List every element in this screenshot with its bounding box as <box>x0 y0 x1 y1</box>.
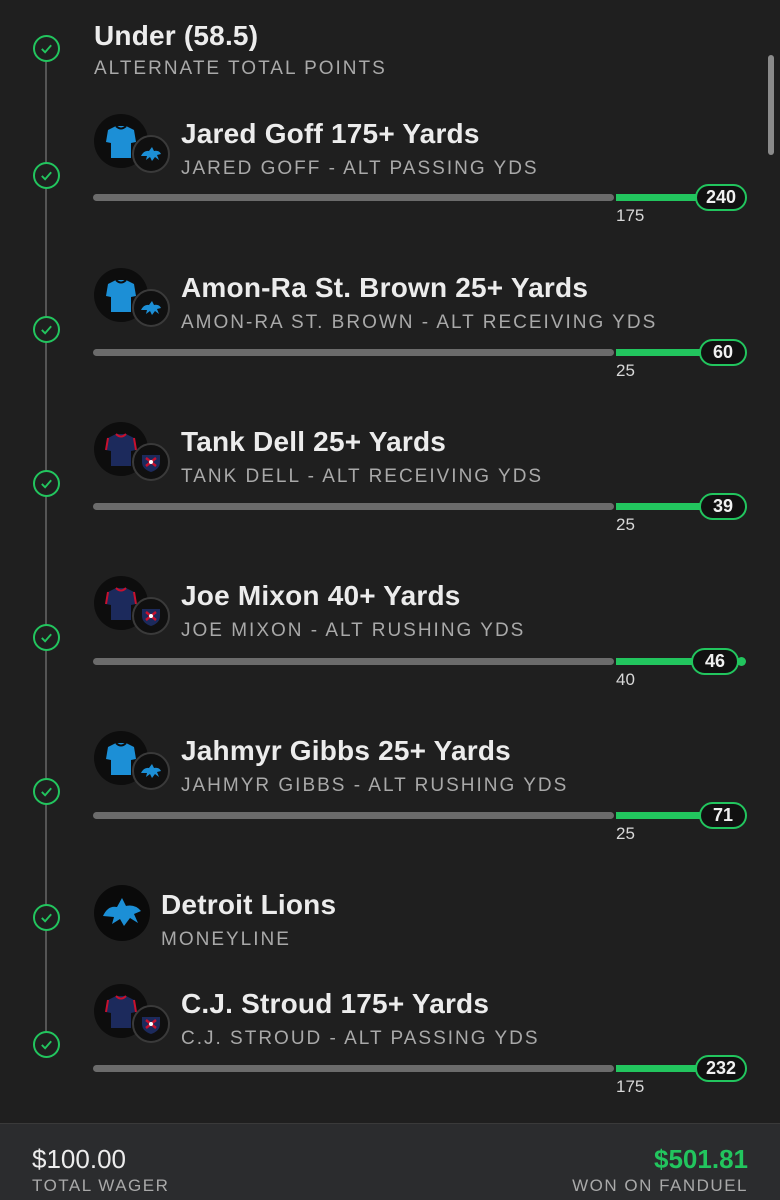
threshold-label: 25 <box>616 515 635 534</box>
leg-title: Joe Mixon 40+ Yards <box>181 580 461 611</box>
leg-title: C.J. Stroud 175+ Yards <box>181 988 490 1019</box>
progress-bar: 25 71 <box>93 802 747 843</box>
threshold-label: 25 <box>616 361 635 380</box>
progress-bar: 25 60 <box>93 339 747 380</box>
progress-bar: 25 39 <box>93 493 747 534</box>
actual-value-pill: 232 <box>694 1055 747 1082</box>
texans-logo-icon <box>132 597 170 635</box>
leg-title: Under (58.5) <box>94 20 259 51</box>
leg-title: Detroit Lions <box>161 889 337 920</box>
progress-bar: 175 240 <box>93 184 747 225</box>
actual-value-pill: 60 <box>699 339 747 366</box>
progress-bar: 175 232 <box>93 1055 747 1096</box>
leg-subtitle: JAHMYR GIBBS - ALT RUSHING YDS <box>181 775 569 796</box>
threshold-label: 175 <box>616 1077 645 1096</box>
threshold-label: 175 <box>616 206 645 225</box>
leg-subtitle: AMON-RA ST. BROWN - ALT RECEIVING YDS <box>181 312 658 333</box>
actual-value-pill: 71 <box>699 802 747 829</box>
leg-title: Jared Goff 175+ Yards <box>181 118 480 149</box>
check-icon <box>33 624 60 651</box>
timeline-line <box>45 60 47 1050</box>
won-amount: $501.81 <box>654 1144 748 1174</box>
check-icon <box>33 162 60 189</box>
actual-value-pill: 46 <box>691 648 739 675</box>
won-label: WON ON FANDUEL <box>572 1176 748 1195</box>
check-icon <box>33 470 60 497</box>
threshold-label: 40 <box>616 670 635 689</box>
scrollbar[interactable] <box>768 55 774 155</box>
leg-subtitle: C.J. STROUD - ALT PASSING YDS <box>181 1028 540 1049</box>
leg-title: Jahmyr Gibbs 25+ Yards <box>181 735 511 766</box>
leg-player-prop[interactable]: Jahmyr Gibbs 25+ Yards JAHMYR GIBBS - AL… <box>94 731 760 797</box>
leg-subtitle: MONEYLINE <box>161 929 291 950</box>
threshold-label: 25 <box>616 824 635 843</box>
leg-title: Amon-Ra St. Brown 25+ Yards <box>181 272 589 303</box>
leg-moneyline[interactable]: Detroit Lions MONEYLINE <box>94 885 760 951</box>
leg-player-prop[interactable]: C.J. Stroud 175+ Yards C.J. STROUD - ALT… <box>94 984 760 1050</box>
check-icon <box>33 778 60 805</box>
leg-subtitle: JARED GOFF - ALT PASSING YDS <box>181 158 539 179</box>
check-icon <box>33 35 60 62</box>
bet-summary-footer: $100.00 TOTAL WAGER $501.81 WON ON FANDU… <box>0 1123 780 1200</box>
total-wager-label: TOTAL WAGER <box>32 1176 170 1195</box>
leg-player-prop[interactable]: Jared Goff 175+ Yards JARED GOFF - ALT P… <box>94 114 760 180</box>
lions-logo-icon <box>132 289 170 327</box>
progress-fill <box>616 1065 728 1072</box>
progress-fill <box>616 812 728 819</box>
leg-player-prop[interactable]: Amon-Ra St. Brown 25+ Yards AMON-RA ST. … <box>94 268 760 334</box>
check-icon <box>33 316 60 343</box>
leg-subtitle: TANK DELL - ALT RECEIVING YDS <box>181 466 544 487</box>
total-wager-amount: $100.00 <box>32 1144 126 1174</box>
leg-title: Tank Dell 25+ Yards <box>181 426 447 457</box>
texans-logo-icon <box>132 443 170 481</box>
lions-logo-icon <box>132 752 170 790</box>
progress-fill <box>616 503 728 510</box>
progress-fill <box>616 349 728 356</box>
progress-fill <box>616 658 743 665</box>
leg-player-prop[interactable]: Tank Dell 25+ Yards TANK DELL - ALT RECE… <box>94 422 760 488</box>
leg-subtitle: ALTERNATE TOTAL POINTS <box>94 58 387 79</box>
progress-bar: 40 46 <box>93 648 746 689</box>
actual-value-pill: 39 <box>699 493 747 520</box>
leg-player-prop[interactable]: Joe Mixon 40+ Yards JOE MIXON - ALT RUSH… <box>94 576 760 642</box>
leg-subtitle: JOE MIXON - ALT RUSHING YDS <box>181 620 526 641</box>
lions-logo-icon <box>132 135 170 173</box>
lions-logo-icon <box>94 885 150 941</box>
texans-logo-icon <box>132 1005 170 1043</box>
check-icon <box>33 1031 60 1058</box>
check-icon <box>33 904 60 931</box>
progress-fill <box>616 194 728 201</box>
progress-end-dot <box>737 657 746 666</box>
leg-total-points[interactable]: Under (58.5) ALTERNATE TOTAL POINTS <box>94 20 760 80</box>
actual-value-pill: 240 <box>694 184 747 211</box>
